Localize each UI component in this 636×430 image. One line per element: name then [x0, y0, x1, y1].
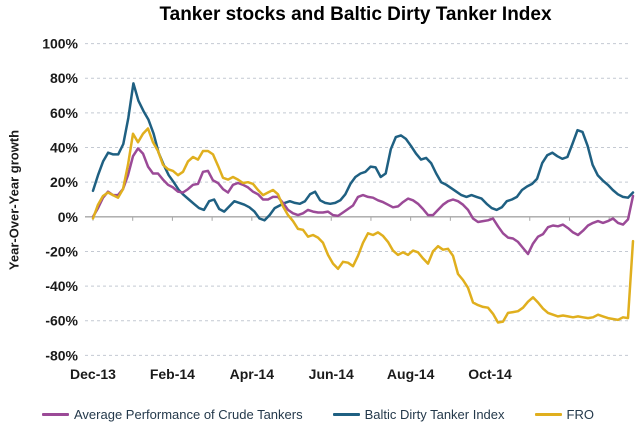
y-tick-label: 0% — [58, 209, 79, 225]
y-tick-label: 20% — [50, 174, 79, 190]
y-tick-label: 40% — [50, 140, 79, 156]
legend-item-baltic-index: Baltic Dirty Tanker Index — [332, 407, 505, 422]
x-tick-label: Oct-14 — [468, 366, 512, 382]
y-tick-label: 60% — [50, 105, 79, 121]
x-tick-label: Jun-14 — [309, 366, 354, 382]
y-tick-label: 80% — [50, 70, 79, 86]
y-tick-label: 100% — [42, 36, 78, 52]
series-line-fro — [91, 127, 635, 324]
legend-label: Baltic Dirty Tanker Index — [364, 407, 505, 422]
legend-item-crude-tankers: Average Performance of Crude Tankers — [42, 407, 303, 422]
legend-label: Average Performance of Crude Tankers — [74, 407, 303, 422]
x-tick-label: Aug-14 — [387, 366, 435, 382]
chart-title: Tanker stocks and Baltic Dirty Tanker In… — [159, 4, 552, 25]
chart-legend: Average Performance of Crude Tankers Bal… — [0, 407, 636, 422]
legend-label: FRO — [566, 407, 594, 422]
y-tick-label: -40% — [45, 278, 78, 294]
legend-line-swatch — [534, 413, 562, 416]
y-tick-label: -80% — [45, 347, 78, 363]
x-tick-label: Apr-14 — [230, 366, 275, 382]
y-tick-label: -60% — [45, 313, 78, 329]
legend-item-fro: FRO — [534, 407, 594, 422]
legend-line-swatch — [42, 413, 69, 416]
x-tick-label: Dec-13 — [70, 366, 116, 382]
y-tick-label: -20% — [45, 243, 78, 259]
series-line-average-performance-of-crude-tankers — [91, 147, 635, 256]
x-tick-label: Feb-14 — [150, 366, 195, 382]
series-line-baltic-dirty-tanker-index — [91, 82, 635, 222]
legend-line-swatch — [332, 413, 360, 416]
